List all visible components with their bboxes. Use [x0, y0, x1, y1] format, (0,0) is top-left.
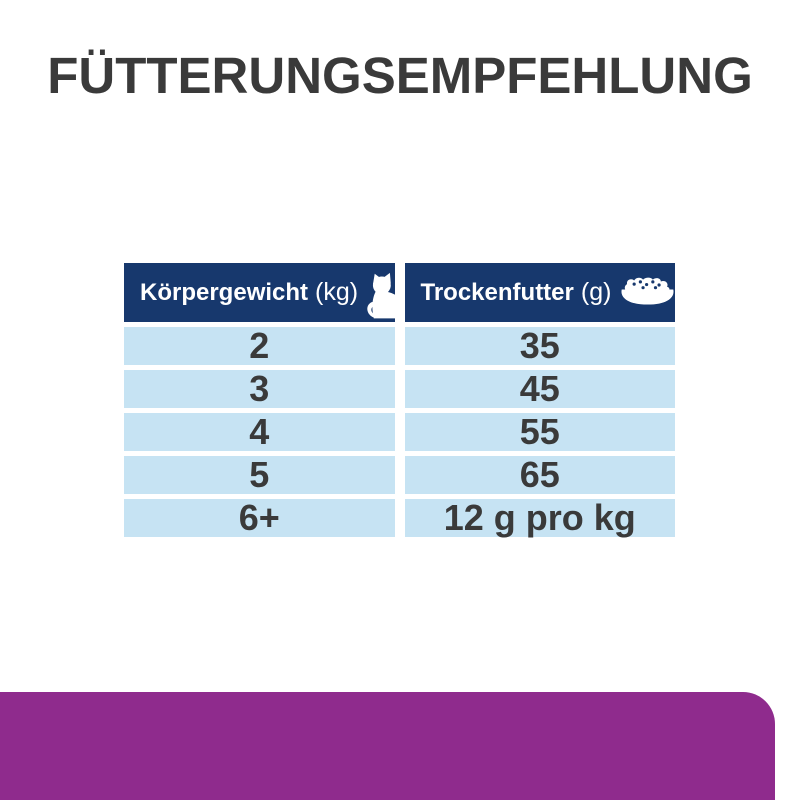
- page-title: FÜTTERUNGSEMPFEHLUNG: [47, 47, 753, 104]
- column-label: Körpergewicht: [140, 278, 309, 306]
- amount-cell: 12 g pro kg: [404, 499, 675, 537]
- table-row: 3 45: [124, 370, 675, 408]
- cat-icon: [367, 272, 395, 319]
- feeding-table: Körpergewicht (kg) Trockenfutter (g): [124, 263, 675, 542]
- table-header-row: Körpergewicht (kg) Trockenfutter (g): [124, 263, 675, 322]
- column-unit: (g): [580, 278, 612, 306]
- table-row: 5 65: [124, 456, 675, 494]
- column-header-body-weight: Körpergewicht (kg): [124, 263, 395, 322]
- amount-cell: 45: [404, 370, 675, 408]
- amount-cell: 65: [404, 456, 675, 494]
- weight-cell: 3: [124, 370, 395, 408]
- amount-cell: 55: [404, 413, 675, 451]
- food-bowl-icon: [621, 277, 674, 305]
- weight-cell: 2: [124, 327, 395, 365]
- footer-band: [0, 692, 775, 800]
- table-row: 4 55: [124, 413, 675, 451]
- column-unit: (kg): [315, 278, 359, 306]
- weight-cell: 6+: [124, 499, 395, 537]
- weight-cell: 4: [124, 413, 395, 451]
- table-row: 6+ 12 g pro kg: [124, 499, 675, 537]
- table-row: 2 35: [124, 327, 675, 365]
- column-label: Trockenfutter: [420, 278, 574, 306]
- amount-cell: 35: [404, 327, 675, 365]
- weight-cell: 5: [124, 456, 395, 494]
- column-header-dry-food: Trockenfutter (g): [404, 263, 675, 322]
